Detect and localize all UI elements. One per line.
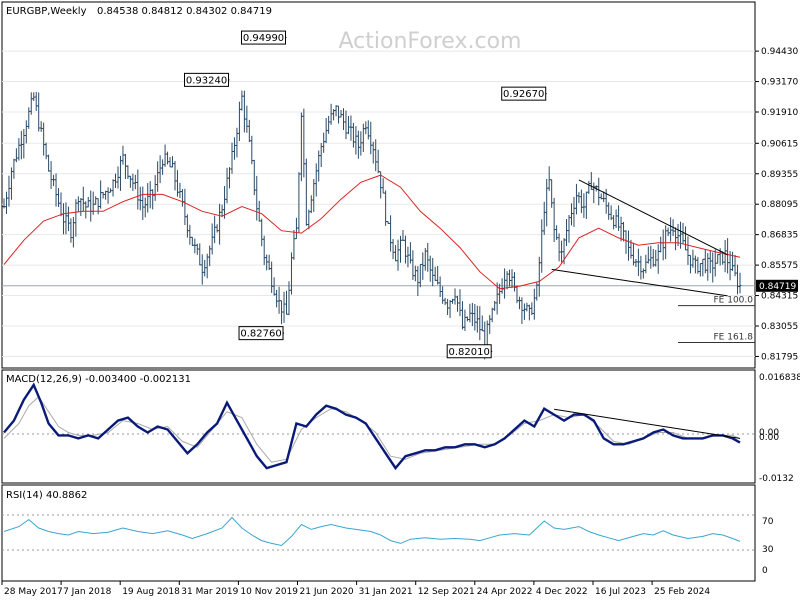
time-axis-label: 31 Mar 2019 (181, 587, 238, 597)
symbol-label: EURGBP,Weekly (6, 6, 87, 17)
macd-line (3, 382, 741, 471)
price-label-box (241, 30, 287, 45)
rsi-line (3, 516, 741, 547)
price-panel-frame (1, 1, 756, 369)
price-label-box (238, 326, 284, 341)
price-label-text: 0.94990 (243, 33, 284, 44)
time-axis-label: 31 Jan 2021 (359, 587, 413, 597)
rsi-panel-frame (1, 484, 756, 582)
price-tick-label: 0.86835 (761, 231, 798, 241)
rsi-tick-label: 70 (762, 517, 774, 527)
price-tick-label: 0.88095 (761, 200, 798, 210)
price-label-box (501, 86, 547, 101)
rsi-tick-label: 30 (762, 545, 774, 555)
price-label-box (184, 72, 230, 87)
last-price-box (756, 279, 798, 292)
time-axis-label: 19 Aug 2018 (122, 587, 180, 597)
price-label-box (446, 344, 492, 359)
price-tick-label: 0.91910 (761, 108, 798, 118)
macd-tick-label: -0.0132 (759, 474, 794, 484)
last-price-label: 0.84719 (759, 282, 796, 292)
price-bars (2, 90, 742, 360)
ohlc-readout: 0.84538 0.84812 0.84302 0.84719 (97, 6, 272, 17)
macd-title-text: MACD(12,26,9) -0.003400 -0.002131 (6, 374, 191, 385)
price-tick-label: 0.93170 (761, 78, 798, 88)
macd-trendline (554, 408, 741, 439)
price-axis: 0.94430 0.93170 0.91910 0.90615 0.89355 0.880… (755, 47, 798, 362)
moving-average-line (3, 174, 741, 290)
price-tick-label: 0.83055 (761, 322, 798, 332)
price-label-text: 0.92670 (503, 89, 544, 100)
time-axis-label: 24 Apr 2022 (477, 587, 533, 597)
price-label-text: 0.93240 (186, 75, 227, 86)
macd-tick-label: 0.00 (759, 428, 779, 438)
time-axis-label: 10 Nov 2019 (240, 587, 298, 597)
price-label-text: 0.82010 (449, 347, 490, 358)
chart-header: EURGBP,Weekly 0.84538 0.84812 0.84302 0.… (6, 6, 272, 17)
macd-tick-label: 0.00 (759, 433, 779, 443)
macd-title: MACD(12,26,9) -0.003400 -0.002131 (6, 374, 191, 385)
price-tick-label: 0.89355 (761, 170, 798, 180)
price-tick-label: 0.94430 (761, 47, 798, 57)
price-label-text: 0.82760 (240, 329, 281, 340)
price-labels: 0.93240 0.94990 0.82760 0.92670 0.82010 (184, 30, 547, 359)
macd-axis: 0.016838 0.000.00 -0.0132 (759, 373, 800, 484)
rsi-tick-label: 0 (762, 566, 768, 576)
price-trendline (551, 268, 728, 297)
rsi-title-text: RSI(14) 40.8862 (6, 490, 87, 501)
price-tick-label: 0.90615 (761, 139, 798, 149)
time-axis-label: 25 Feb 2024 (654, 587, 710, 597)
macd-panel-frame (1, 369, 756, 484)
rsi-axis: 70 30 0 (762, 517, 774, 576)
time-axis-label: 7 Jan 2018 (63, 587, 111, 597)
time-axis-label: 16 Jul 2023 (595, 587, 646, 597)
time-axis-label: 21 Jun 2020 (300, 587, 354, 597)
watermark: ActionForex.com (339, 29, 522, 54)
time-axis: 28 May 2017 7 Jan 2018 19 Aug 2018 31 Mar 2… (1, 581, 710, 597)
fe-level-label: FE 100.0 (714, 296, 754, 306)
fe-level-label: FE 161.8 (714, 333, 754, 343)
time-axis-label: 28 May 2017 (4, 587, 63, 597)
rsi-title: RSI(14) 40.8862 (6, 490, 87, 501)
time-axis-label: 4 Dec 2022 (536, 587, 588, 597)
price-tick-label: 0.81795 (761, 352, 798, 362)
fe-levels: FE 100.0 FE 161.8 (678, 296, 755, 344)
price-tick-label: 0.84315 (761, 292, 798, 302)
price-trendline (578, 179, 728, 256)
price-bar (738, 272, 742, 294)
price-grid (2, 50, 755, 357)
time-axis-label: 12 Sep 2021 (418, 587, 475, 597)
macd-tick-label: 0.016838 (759, 373, 800, 383)
price-trendlines (551, 179, 728, 297)
price-tick-label: 0.85575 (761, 261, 798, 271)
